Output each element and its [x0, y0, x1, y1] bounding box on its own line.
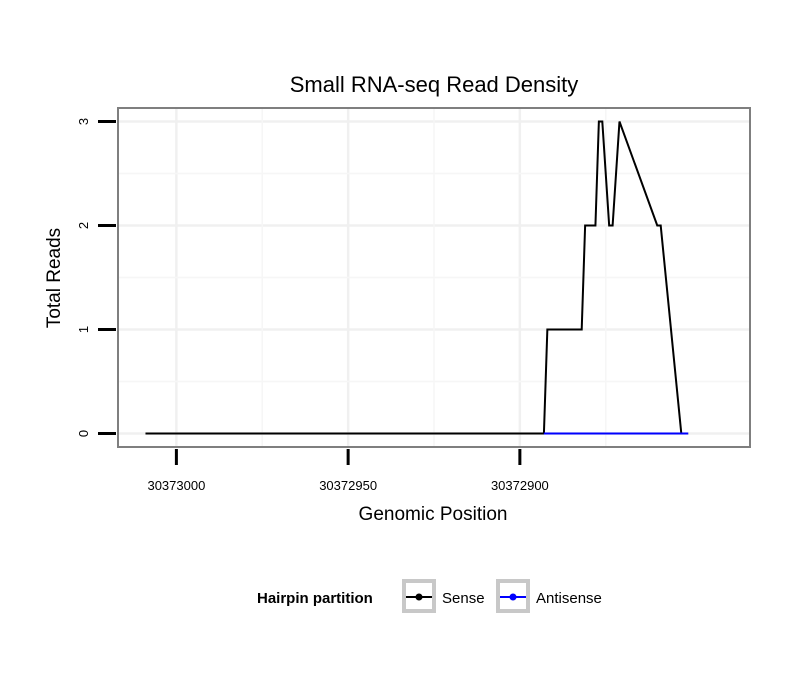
legend-title: Hairpin partition — [257, 590, 373, 607]
x-tick-label-0: 30373000 — [147, 478, 205, 493]
y-tick-label-1: 1 — [76, 326, 91, 333]
y-tick-label-0: 0 — [76, 430, 91, 437]
chart-title: Small RNA-seq Read Density — [290, 72, 579, 97]
grid-lines — [118, 108, 750, 447]
legend-item-sense: Sense — [402, 579, 485, 613]
legend-label-sense: Sense — [442, 590, 485, 607]
legend-item-antisense: Antisense — [496, 579, 602, 613]
x-tick-label-1: 30372950 — [319, 478, 377, 493]
axes: 30373000 30372950 30372900 0 1 2 3 — [76, 118, 549, 493]
x-axis-title: Genomic Position — [359, 504, 508, 525]
y-tick-label-3: 3 — [76, 118, 91, 125]
y-axis-title: Total Reads — [44, 228, 65, 328]
legend-key-antisense-dot — [509, 593, 517, 601]
plot-panel-border — [117, 107, 751, 448]
legend: Hairpin partition Sense Antisense — [257, 579, 602, 613]
legend-key-sense-dot — [415, 593, 423, 601]
x-tick-label-2: 30372900 — [491, 478, 549, 493]
y-tick-label-2: 2 — [76, 222, 91, 229]
series-line-sense — [145, 120, 689, 435]
series-layer — [145, 120, 689, 435]
legend-label-antisense: Antisense — [536, 590, 602, 607]
